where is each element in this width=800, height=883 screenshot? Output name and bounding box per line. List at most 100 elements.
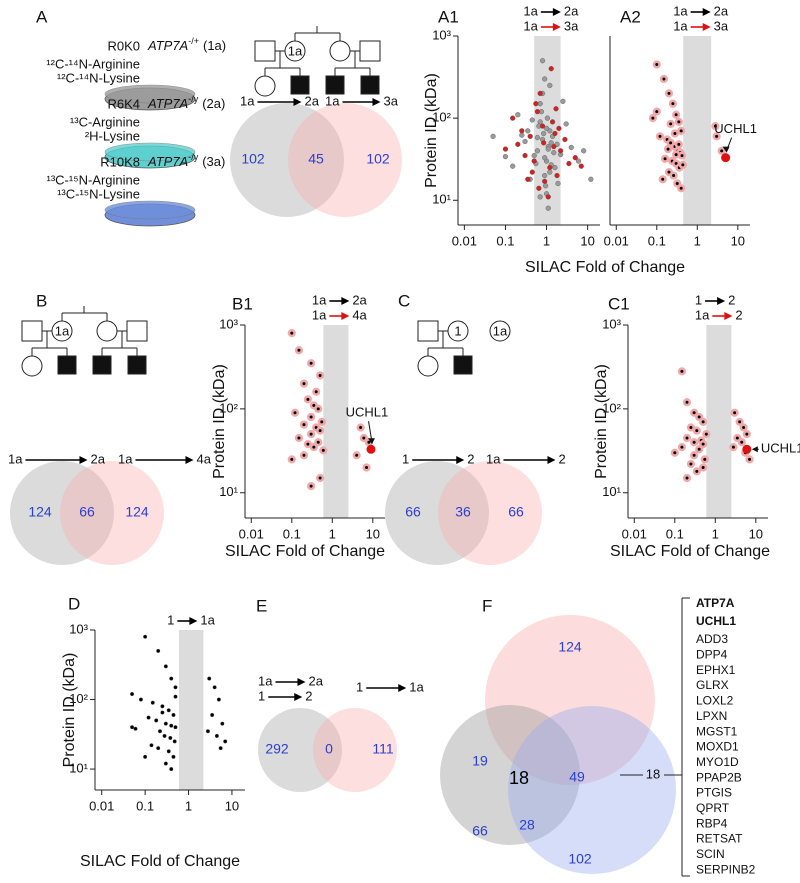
arrow-head — [79, 456, 88, 464]
comparison-from: 1a — [312, 307, 327, 322]
point — [531, 152, 537, 159]
point — [690, 451, 699, 460]
y-tick-label: 10³ — [602, 316, 621, 331]
venn-set-left — [385, 461, 489, 565]
genotype: ATP7A-/y (3a) — [147, 152, 225, 169]
point — [160, 704, 165, 709]
panel-label: A2 — [620, 7, 641, 26]
point — [490, 133, 496, 139]
point — [169, 723, 174, 728]
y-axis-label: Protein ID (kDa) — [423, 73, 440, 188]
panel-label: C — [398, 291, 410, 310]
pedigree-label: 3a — [328, 77, 343, 92]
point — [154, 718, 159, 723]
panel-label: D — [68, 594, 80, 613]
point — [553, 106, 559, 112]
point — [542, 155, 548, 161]
venn-count: 102 — [241, 151, 265, 167]
comparison-to: 2a — [308, 673, 323, 688]
point — [658, 175, 667, 184]
comparison-to: 3a — [714, 18, 729, 33]
point — [690, 408, 699, 417]
point — [171, 754, 176, 759]
affected-male — [57, 355, 77, 375]
arrow-head — [456, 456, 465, 464]
point — [534, 134, 541, 141]
pedigree-label: 1a — [288, 43, 303, 58]
comparison-from: 1a — [486, 451, 501, 466]
point — [294, 433, 304, 443]
male — [21, 320, 43, 342]
point — [515, 112, 521, 118]
point — [143, 754, 148, 759]
point — [673, 179, 682, 188]
point — [534, 109, 541, 115]
arrow-head — [724, 312, 733, 320]
point — [133, 726, 138, 731]
point — [522, 152, 528, 159]
point — [548, 66, 554, 72]
comparison-to: 4a — [352, 307, 367, 322]
venn-set-grey — [440, 705, 580, 845]
point — [299, 451, 309, 460]
point — [545, 194, 551, 200]
pedigree-label: 4a — [130, 357, 145, 372]
venn-set-left — [258, 708, 342, 792]
point — [210, 712, 215, 717]
comparison-to: 3a — [564, 18, 579, 33]
point — [287, 455, 296, 464]
point — [169, 676, 174, 681]
gene-name: DPP4 — [696, 648, 728, 662]
y-tick-label: 10¹ — [602, 484, 621, 499]
comparison-from: 1a — [118, 451, 133, 466]
comparison-to: 2 — [558, 451, 565, 466]
venn-set-right — [313, 708, 397, 792]
point — [711, 121, 720, 131]
point — [307, 430, 316, 439]
point — [149, 743, 154, 748]
comparison-to: 3a — [383, 93, 398, 108]
point — [146, 715, 151, 720]
venn-count: 102 — [366, 151, 390, 167]
point — [674, 140, 683, 149]
point — [515, 141, 521, 147]
point — [166, 708, 171, 713]
point — [554, 172, 560, 179]
arrow-head — [702, 23, 711, 31]
panel-label: C1 — [608, 294, 630, 313]
annotation: UCHL1 — [761, 441, 800, 456]
comparison-from: 1a — [523, 3, 538, 18]
x-tick-label: 10 — [225, 798, 239, 813]
point — [212, 685, 217, 690]
culture-dish-rim — [104, 142, 196, 162]
point — [556, 125, 562, 131]
genotype: ATP7A-/y (2a) — [147, 94, 225, 111]
point — [356, 423, 365, 432]
point — [702, 430, 711, 439]
venn-set-right — [438, 461, 542, 565]
affected-male — [360, 75, 380, 95]
sample: (3a) — [202, 154, 225, 169]
comparison-from: 1a — [673, 18, 688, 33]
point — [150, 700, 155, 705]
female — [329, 40, 351, 62]
venn-count: 0 — [325, 741, 333, 757]
point — [163, 761, 168, 766]
arrow-head — [751, 446, 758, 453]
comparison-from: 1a — [240, 93, 255, 108]
arrow-head — [722, 146, 730, 153]
comparison-to: 2a — [304, 93, 319, 108]
point — [173, 685, 178, 690]
point — [670, 448, 679, 457]
point — [220, 721, 225, 726]
x-tick-label: 0.01 — [452, 233, 477, 248]
y-tick-label: 10² — [432, 110, 451, 125]
y-tick-label: 10¹ — [69, 761, 88, 776]
gene-name: UCHL1 — [696, 614, 736, 628]
x-tick-label: 10 — [366, 526, 380, 541]
gene-name: RETSAT — [696, 832, 743, 846]
isotope-label: ¹³C-Arginine — [70, 114, 140, 129]
comparison-to: 4a — [196, 451, 211, 466]
point — [359, 433, 368, 443]
